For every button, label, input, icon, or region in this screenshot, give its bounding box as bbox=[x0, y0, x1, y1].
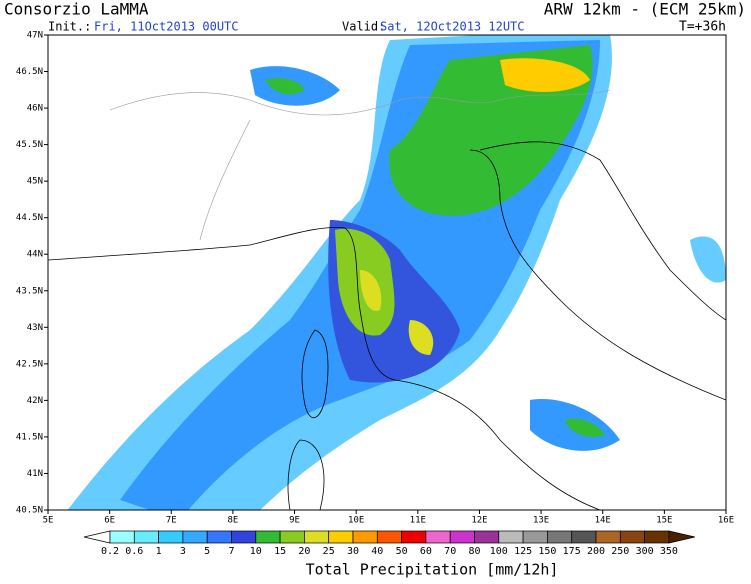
colorbar-box bbox=[182, 530, 208, 544]
colorbar-box bbox=[619, 530, 645, 544]
borders bbox=[109, 89, 611, 241]
colorbar-label: 0.6 bbox=[125, 546, 143, 557]
precip-area bbox=[265, 78, 305, 95]
colorbar-box bbox=[401, 530, 427, 544]
lat-label: 44.5N bbox=[16, 213, 43, 223]
colorbar-label: 7 bbox=[228, 546, 234, 557]
colorbar-box bbox=[498, 530, 524, 544]
colorbar-box bbox=[255, 530, 281, 544]
colorbar-box bbox=[522, 530, 548, 544]
colorbar-box bbox=[352, 530, 378, 544]
lon-label: 11E bbox=[410, 516, 426, 526]
title: Consorzio LaMMA bbox=[4, 0, 149, 19]
colorbar-box bbox=[206, 530, 232, 544]
colorbar-label: 250 bbox=[611, 546, 629, 557]
colorbar-box bbox=[474, 530, 500, 544]
lon-label: 12E bbox=[471, 516, 487, 526]
colorbar-label: 175 bbox=[563, 546, 581, 557]
colorbar-box bbox=[279, 530, 305, 544]
lat-label: 45N bbox=[27, 177, 43, 187]
valid-value: Sat, 12Oct2013 12UTC bbox=[380, 20, 525, 34]
lon-label: 9E bbox=[289, 516, 300, 526]
colorbar-box bbox=[449, 530, 475, 544]
lon-label: 6E bbox=[104, 516, 115, 526]
lon-label: 15E bbox=[656, 516, 672, 526]
colorbar-label: 70 bbox=[444, 546, 456, 557]
colorbar-label: 200 bbox=[587, 546, 605, 557]
lon-label: 14E bbox=[595, 516, 611, 526]
colorbar-box bbox=[571, 530, 597, 544]
colorbar-label: 20 bbox=[298, 546, 310, 557]
colorbar-label: 30 bbox=[347, 546, 359, 557]
lat-label: 43.5N bbox=[16, 286, 43, 296]
colorbar-box bbox=[547, 530, 573, 544]
colorbar-box bbox=[328, 530, 354, 544]
colorbar-box bbox=[158, 530, 184, 544]
lon-label: 8E bbox=[227, 516, 238, 526]
lat-label: 47N bbox=[27, 31, 43, 41]
colorbar-box bbox=[231, 530, 257, 544]
lat-label: 46.5N bbox=[16, 67, 43, 77]
colorbar-title: Total Precipitation [mm/12h] bbox=[306, 561, 559, 579]
precip-area bbox=[690, 236, 726, 283]
colorbar-label: 15 bbox=[274, 546, 286, 557]
colorbar-label: 100 bbox=[490, 546, 508, 557]
map-frame bbox=[47, 34, 727, 511]
lon-label: 16E bbox=[718, 516, 734, 526]
lat-label: 42N bbox=[27, 396, 43, 406]
lat-label: 46N bbox=[27, 104, 43, 114]
lat-label: 42.5N bbox=[16, 359, 43, 369]
init-label: Init.: bbox=[48, 20, 91, 34]
colorbar-label: 40 bbox=[371, 546, 383, 557]
colorbar-label: 50 bbox=[396, 546, 408, 557]
colorbar-box bbox=[133, 530, 159, 544]
precip-area bbox=[360, 270, 434, 355]
lat-label: 45.5N bbox=[16, 140, 43, 150]
precip-area bbox=[565, 418, 605, 437]
lat-label: 41.5N bbox=[16, 432, 43, 442]
colorbar-label: 60 bbox=[420, 546, 432, 557]
colorbar-label: 1 bbox=[156, 546, 162, 557]
lon-label: 13E bbox=[533, 516, 549, 526]
init-value: Fri, 11Oct2013 00UTC bbox=[94, 20, 239, 34]
lon-label: 5E bbox=[43, 516, 54, 526]
colorbar-label: 80 bbox=[468, 546, 480, 557]
colorbar-label: 25 bbox=[323, 546, 335, 557]
coastline bbox=[48, 141, 726, 510]
colorbar-label: 125 bbox=[514, 546, 532, 557]
lat-label: 40.5N bbox=[16, 506, 43, 516]
lat-label: 41N bbox=[27, 469, 43, 479]
colorbar-box bbox=[644, 530, 670, 544]
lon-label: 7E bbox=[166, 516, 177, 526]
colorbar-label: 350 bbox=[660, 546, 678, 557]
lead-time: T=+36h bbox=[679, 20, 726, 35]
valid-label: Valid: bbox=[342, 20, 385, 34]
colorbar-label: 0.2 bbox=[101, 546, 119, 557]
colorbar-label: 300 bbox=[636, 546, 654, 557]
colorbar-label: 3 bbox=[180, 546, 186, 557]
colorbar-box bbox=[304, 530, 330, 544]
colorbar-box bbox=[595, 530, 621, 544]
precip-area bbox=[500, 58, 590, 92]
colorbar-label: 5 bbox=[204, 546, 210, 557]
colorbar-box bbox=[425, 530, 451, 544]
colorbar-box bbox=[109, 530, 135, 544]
colorbar-arrow bbox=[668, 530, 695, 544]
map-area bbox=[47, 34, 727, 511]
lat-label: 44N bbox=[27, 250, 43, 260]
colorbar-label: 10 bbox=[250, 546, 262, 557]
colorbar-label: 150 bbox=[538, 546, 556, 557]
lat-label: 43N bbox=[27, 323, 43, 333]
lon-label: 10E bbox=[348, 516, 364, 526]
model: ARW 12km - (ECM 25km) bbox=[544, 0, 746, 19]
colorbar-box bbox=[376, 530, 402, 544]
